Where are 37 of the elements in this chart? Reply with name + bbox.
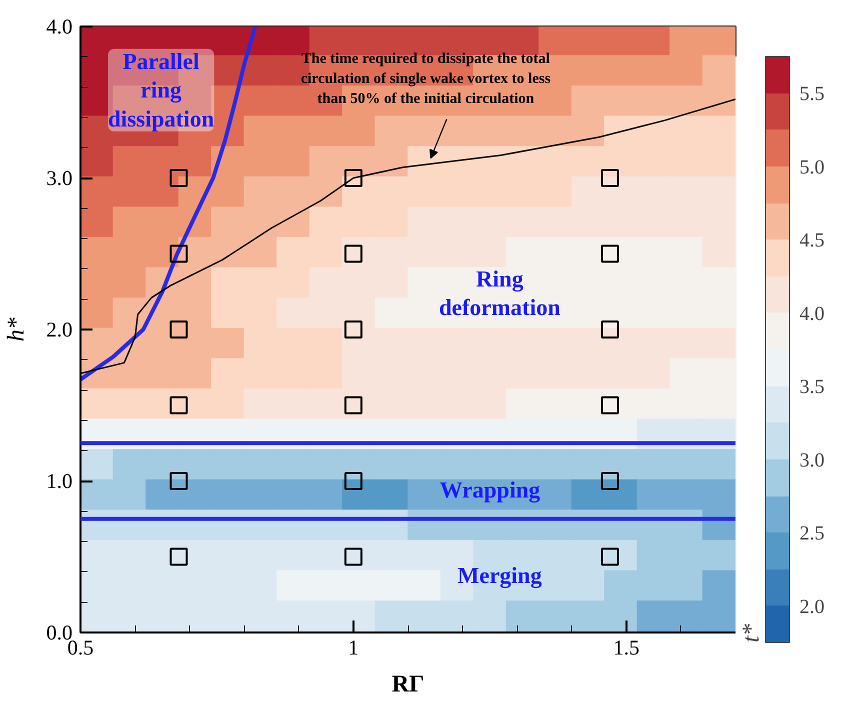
color-bar-label: 2.0 bbox=[800, 596, 824, 618]
x-axis-title: RΓ bbox=[392, 672, 424, 698]
annotation: Parallel ring dissipation bbox=[108, 48, 214, 132]
color-bar-label: 3.5 bbox=[800, 376, 824, 398]
point bbox=[170, 169, 188, 187]
y-tick-label: 2.0 bbox=[46, 318, 72, 342]
point bbox=[600, 472, 619, 490]
point bbox=[600, 169, 619, 187]
point bbox=[344, 169, 362, 187]
y-tick-label: 1.0 bbox=[46, 469, 72, 493]
color-bar-label: 5.0 bbox=[800, 156, 824, 178]
point bbox=[600, 396, 619, 414]
y-tick-label: 4.0 bbox=[46, 14, 72, 38]
point bbox=[170, 396, 188, 414]
point bbox=[344, 472, 362, 490]
point bbox=[170, 472, 188, 490]
color-bar-label: 4.5 bbox=[800, 230, 824, 252]
color-bar-title: t* bbox=[738, 624, 764, 642]
point bbox=[600, 320, 619, 338]
color-bar-label: 3.0 bbox=[800, 449, 824, 472]
annotation: Wrapping bbox=[440, 478, 541, 504]
color-bar-label: 5.5 bbox=[800, 83, 824, 106]
point bbox=[170, 244, 188, 263]
annotation: The time required to dissipate the total circulation of single wake vortex to less than 50% of the initial circulation bbox=[300, 51, 551, 108]
annotation: Ring deformation bbox=[439, 266, 561, 320]
point bbox=[344, 320, 362, 338]
color-bar-label: 4.0 bbox=[800, 302, 824, 325]
y-axis-title: h* bbox=[3, 318, 30, 342]
point bbox=[600, 244, 619, 263]
color-bar-label: 2.5 bbox=[800, 522, 824, 545]
point bbox=[170, 320, 188, 338]
x-tick-label: 1.5 bbox=[613, 636, 640, 660]
point bbox=[600, 548, 619, 566]
y-tick-label: 3.0 bbox=[46, 166, 72, 190]
x-tick-label: 1 bbox=[348, 636, 359, 660]
point bbox=[170, 548, 188, 566]
annotation: Merging bbox=[458, 563, 542, 590]
